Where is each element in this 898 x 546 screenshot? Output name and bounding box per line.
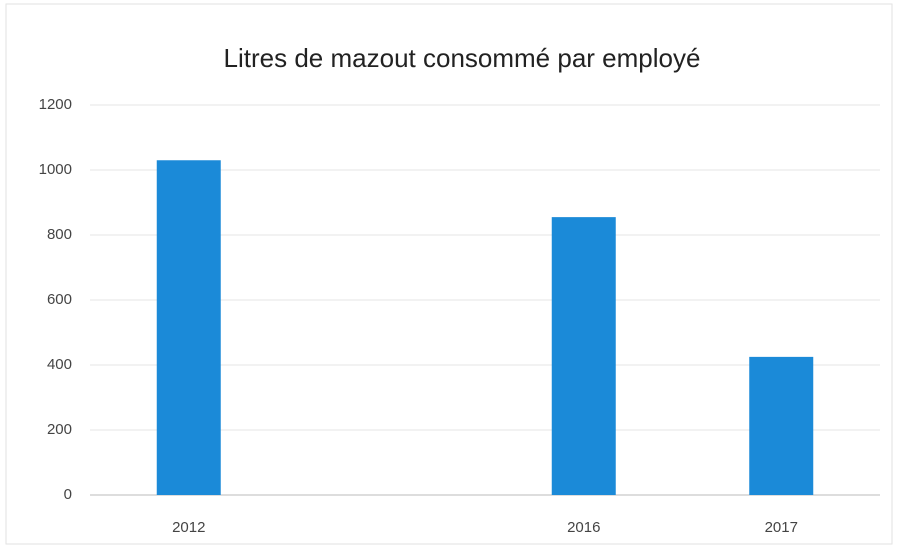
y-tick-label: 1000: [39, 161, 72, 178]
y-tick-label: 1200: [39, 96, 72, 113]
bar: [156, 160, 221, 495]
y-tick-label: 800: [47, 226, 72, 243]
chart-title: Litres de mazout consommé par employé: [224, 43, 701, 73]
bar: [749, 356, 814, 495]
chart-border: [5, 3, 893, 545]
y-tick-label: 600: [47, 291, 72, 308]
x-tick-label: 2016: [567, 519, 600, 536]
x-tick-label: 2017: [765, 519, 798, 536]
y-tick-label: 200: [47, 421, 72, 438]
bar: [551, 217, 616, 495]
x-tick-label: 2012: [172, 519, 205, 536]
y-tick-label: 400: [47, 356, 72, 373]
y-tick-label: 0: [64, 486, 72, 503]
